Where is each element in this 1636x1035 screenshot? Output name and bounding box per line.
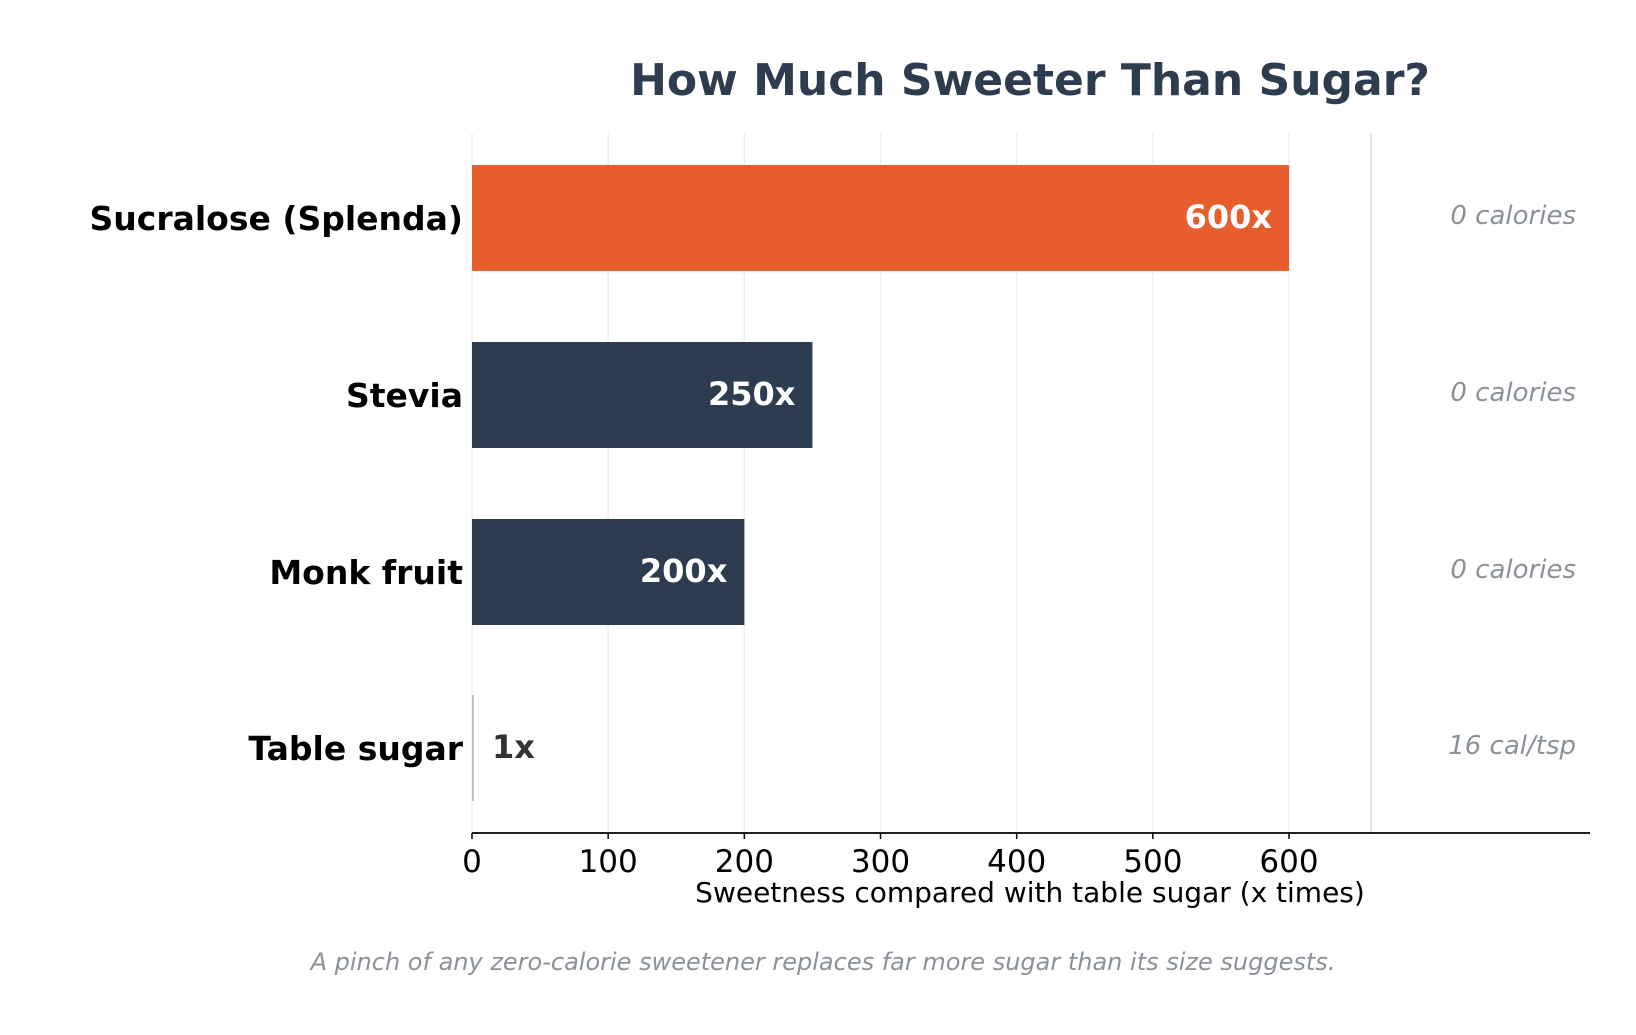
calorie-notes: 0 calories 0 calories 0 calories 16 cal/tsp <box>1448 201 1576 761</box>
x-tick-label-0: 0 <box>462 844 482 880</box>
calorie-note-2: 0 calories <box>1450 555 1576 585</box>
calorie-note-1: 0 calories <box>1450 378 1576 408</box>
value-label-1: 250x <box>708 375 796 413</box>
category-label-3: Table sugar <box>248 729 463 768</box>
calorie-note-3: 16 cal/tsp <box>1448 731 1576 761</box>
bar-1 <box>472 342 813 448</box>
value-label-2: 200x <box>640 552 728 590</box>
category-labels: Sucralose (Splenda) Stevia Monk fruit Table… <box>90 199 464 768</box>
category-label-2: Monk fruit <box>269 553 463 592</box>
value-labels: 600x 250x 200x 1x <box>492 198 1272 766</box>
value-label-3: 1x <box>492 728 535 766</box>
category-label-1: Stevia <box>346 376 463 415</box>
x-tick-label-1: 100 <box>579 844 638 880</box>
x-tick-label-4: 400 <box>987 844 1046 880</box>
x-tick-label-2: 200 <box>715 844 774 880</box>
x-tick-label-3: 300 <box>851 844 910 880</box>
bar-0 <box>472 165 1290 271</box>
chart-caption: A pinch of any zero-calorie sweetener re… <box>309 948 1336 976</box>
value-label-0: 600x <box>1185 198 1273 236</box>
chart-title: How Much Sweeter Than Sugar? <box>630 55 1430 106</box>
x-axis-title: Sweetness compared with table sugar (x t… <box>695 876 1365 909</box>
calorie-note-0: 0 calories <box>1450 201 1576 231</box>
bars <box>472 165 1290 801</box>
bar-2 <box>472 519 745 625</box>
x-axis-ticks: 0 100 200 300 400 500 600 <box>462 833 1319 880</box>
bar-3 <box>472 695 474 801</box>
x-tick-label-6: 600 <box>1259 844 1318 880</box>
category-label-0: Sucralose (Splenda) <box>90 199 464 238</box>
x-tick-label-5: 500 <box>1123 844 1182 880</box>
